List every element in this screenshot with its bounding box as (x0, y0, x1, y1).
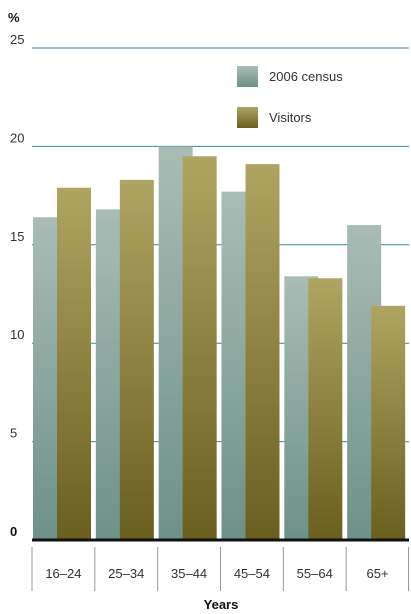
legend: 2006 census Visitors (237, 66, 343, 128)
x-axis-categories: 16–24 25–34 35–44 45–54 55–64 65+ (31, 547, 409, 591)
y-tick-label: 5 (10, 426, 17, 441)
bar-visitors (182, 156, 217, 541)
bar-visitors (57, 187, 91, 540)
y-tick-label: 15 (10, 229, 24, 244)
y-tick-label: 25 (10, 32, 24, 47)
x-category-label: 25–34 (108, 566, 144, 581)
bar-visitors (245, 164, 280, 540)
y-tick-label: 0 (10, 524, 17, 539)
legend-swatch-visitors (237, 107, 258, 128)
y-tick-label: 10 (10, 327, 24, 342)
y-axis-ticks: 0 5 10 15 20 25 (10, 32, 24, 539)
bar-visitors (371, 305, 406, 540)
x-category-label: 55–64 (297, 566, 333, 581)
legend-label-census: 2006 census (269, 69, 343, 84)
x-category-label: 16–24 (45, 566, 81, 581)
x-category-label: 35–44 (171, 566, 207, 581)
gridlines (32, 47, 409, 443)
legend-label-visitors: Visitors (269, 110, 312, 125)
bar-visitors (119, 179, 154, 540)
x-category-label: 65+ (367, 566, 389, 581)
y-axis-label: % (8, 10, 20, 25)
bar-visitors (308, 278, 343, 540)
x-category-label: 45–54 (234, 566, 270, 581)
y-tick-label: 20 (10, 130, 24, 145)
x-axis-label: Years (204, 597, 239, 612)
legend-swatch-census (237, 66, 258, 87)
bars (33, 146, 406, 541)
